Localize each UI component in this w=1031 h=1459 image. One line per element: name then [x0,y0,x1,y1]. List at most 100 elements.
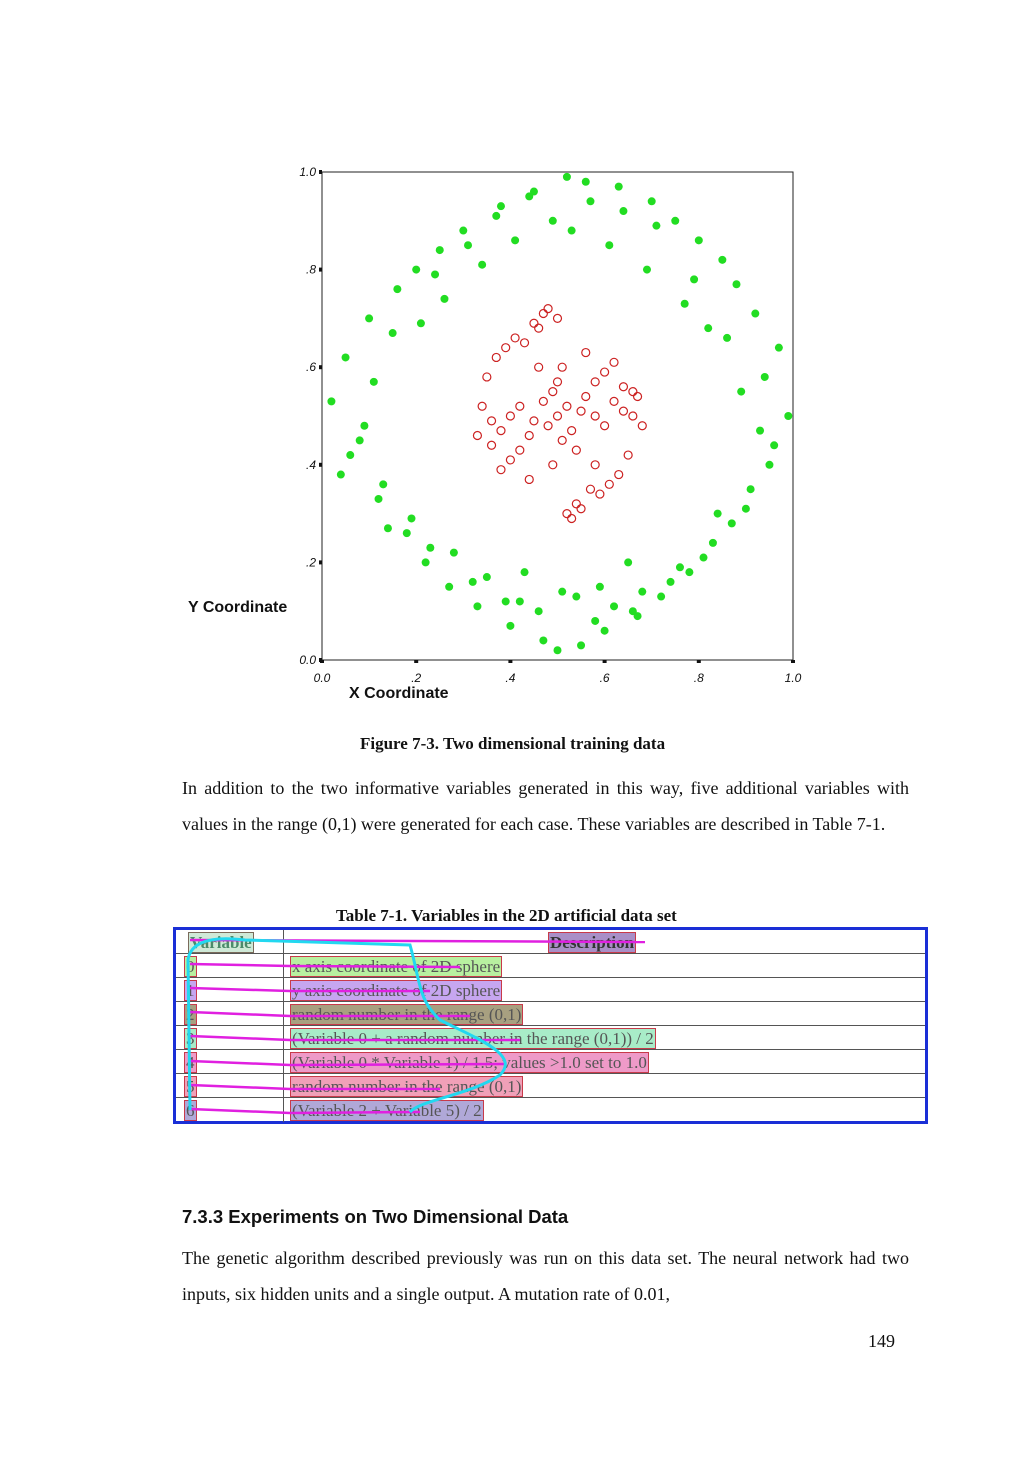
header-description: Description [548,932,637,953]
data-point [360,421,369,430]
data-point [515,445,525,455]
data-point [552,313,563,323]
data-point [520,568,529,577]
data-point [784,412,793,420]
data-point [445,582,454,591]
data-point [770,441,779,450]
data-point [538,396,548,406]
x-tick-label: .2 [411,671,421,685]
data-point [567,426,577,436]
inner-class-points [472,304,647,524]
data-point [539,636,548,645]
data-point [571,499,581,509]
data-point [741,504,750,513]
scatter-chart: 0.0 .2 .4 .6 .8 1.0 0.0 .2 .4 .6 .8 1.0 [299,165,802,685]
x-axis-title: X Coordinate [349,685,449,702]
data-point [595,489,605,499]
paragraph-intro: In addition to the two informative varia… [182,778,909,834]
data-point [459,226,468,235]
data-point [529,318,539,328]
data-point [675,563,684,572]
x-axis: 0.0 .2 .4 .6 .8 1.0 [314,660,802,685]
column-divider [283,1050,284,1073]
data-point [548,387,558,397]
table-header-row: Variable Description [176,930,925,954]
data-point [637,421,647,431]
data-point [628,411,638,421]
header-variable: Variable [188,932,254,953]
data-point [746,485,755,494]
data-point [393,285,402,294]
data-point [666,577,675,586]
data-point [431,270,440,279]
x-tick-label: .6 [600,671,610,685]
data-point [553,646,562,655]
data-point [464,241,473,250]
data-point [737,387,746,396]
data-point [505,455,515,465]
data-point [647,197,656,206]
column-divider [283,1002,284,1025]
page-number: 149 [868,1331,895,1351]
data-point [624,558,633,567]
data-point [496,426,506,436]
data-point [472,430,483,441]
data-point [482,372,492,382]
data-point [511,236,520,245]
data-point [713,509,722,518]
data-point [690,275,699,284]
data-point [605,241,614,250]
y-tick-label: .8 [306,263,316,277]
data-point [595,582,604,591]
y-tick-mark [319,267,322,272]
variable-cell: 0 [184,956,197,977]
column-divider [283,1098,284,1122]
data-point [576,504,586,514]
data-point [562,172,571,181]
data-point [604,479,614,489]
data-point [365,314,374,323]
data-point [618,382,629,392]
data-point [346,451,355,460]
data-point [642,265,651,274]
data-point [515,401,525,411]
x-tick-label: 0.0 [314,671,331,685]
data-point [671,216,680,225]
data-point [440,294,449,303]
data-point [704,324,713,333]
data-point [774,343,783,352]
data-point [562,401,572,411]
data-point [723,333,732,342]
column-divider [283,978,284,1001]
data-point [708,538,717,547]
data-point [402,529,411,538]
data-point [610,602,619,611]
table-row: 3 (Variable 0 + a random number in the r… [176,1026,925,1050]
data-point [496,202,505,211]
data-point [577,641,586,650]
data-point [548,460,558,470]
data-point [421,558,430,567]
variable-cell: 5 [184,1076,197,1097]
data-point [492,211,501,220]
column-divider [283,1074,284,1097]
data-point [534,323,544,333]
data-point [355,436,364,445]
data-point [477,401,487,411]
column-divider [283,954,284,977]
table-row: 2 random number in the range (0,1) [176,1002,925,1026]
data-point [426,543,435,552]
x-tick-mark [791,660,795,663]
data-point [718,255,727,264]
data-point [486,440,497,450]
data-point [525,192,534,201]
section-heading: 7.3.3 Experiments on Two Dimensional Dat… [182,1206,569,1227]
data-point [590,411,600,421]
data-point [614,469,624,480]
data-point [581,347,591,358]
data-point [543,421,553,431]
table-row: 4 (Variable 0 * Variable 1) / 1.5; value… [176,1050,925,1074]
data-point [383,524,392,533]
variables-table: Variable Description 0 x axis coordinate… [173,927,928,1124]
y-axis-title: Y Coordinate [188,599,288,616]
